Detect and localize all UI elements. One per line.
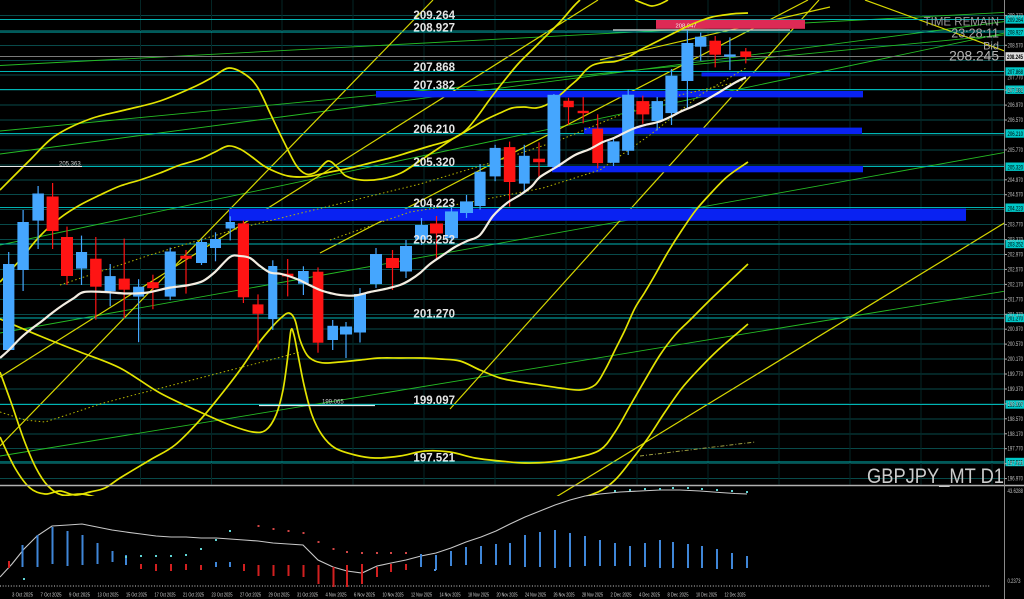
svg-text:208.927: 208.927 <box>413 23 455 35</box>
svg-text:15 Oct 2025: 15 Oct 2025 <box>126 593 147 599</box>
svg-text:206.210: 206.210 <box>413 124 455 136</box>
svg-text:10 Dec 2025: 10 Dec 2025 <box>696 593 717 599</box>
svg-text:Bid: Bid <box>983 41 999 53</box>
svg-text:12 Dec 2025: 12 Dec 2025 <box>725 593 746 599</box>
svg-text:197.370: 197.370 <box>1008 461 1024 468</box>
svg-text:209.264: 209.264 <box>1008 17 1024 24</box>
svg-text:204.223: 204.223 <box>1008 205 1024 212</box>
svg-text:207.382: 207.382 <box>1008 87 1024 94</box>
svg-text:2 Dec 2025: 2 Dec 2025 <box>611 593 632 599</box>
svg-text:12 Nov 2025: 12 Nov 2025 <box>411 593 432 599</box>
svg-text:198.570: 198.570 <box>1008 416 1024 423</box>
svg-text:31 Oct 2025: 31 Oct 2025 <box>297 593 318 599</box>
svg-text:200.570: 200.570 <box>1008 341 1024 348</box>
svg-text:4 Nov 2025: 4 Nov 2025 <box>326 593 347 599</box>
svg-text:207.868: 207.868 <box>1008 69 1024 76</box>
svg-text:9 Oct 2025: 9 Oct 2025 <box>69 593 90 599</box>
svg-text:201.270: 201.270 <box>1008 316 1024 323</box>
svg-text:207.370: 207.370 <box>1008 87 1024 94</box>
svg-text:205.320: 205.320 <box>1008 164 1024 171</box>
svg-text:208.245: 208.245 <box>1007 54 1023 61</box>
svg-text:8 Dec 2025: 8 Dec 2025 <box>668 593 689 599</box>
svg-text:199.370: 199.370 <box>1008 386 1024 393</box>
svg-text:202.170: 202.170 <box>1008 281 1024 288</box>
svg-text:7 Oct 2025: 7 Oct 2025 <box>41 593 62 599</box>
svg-text:205.320: 205.320 <box>413 157 455 169</box>
svg-text:206.970: 206.970 <box>1008 102 1024 109</box>
svg-text:202.970: 202.970 <box>1008 252 1024 259</box>
svg-text:24 Nov 2025: 24 Nov 2025 <box>525 593 546 599</box>
svg-text:203.252: 203.252 <box>1008 242 1024 249</box>
svg-text:209.370: 209.370 <box>1008 12 1024 19</box>
svg-text:204.570: 204.570 <box>1008 192 1024 199</box>
svg-text:23 Oct 2025: 23 Oct 2025 <box>212 593 233 599</box>
svg-text:196.970: 196.970 <box>1008 476 1024 483</box>
svg-text:TIME REMAIN: TIME REMAIN <box>924 17 999 29</box>
svg-text:200.970: 200.970 <box>1008 326 1024 333</box>
svg-text:10 Nov 2025: 10 Nov 2025 <box>383 593 404 599</box>
svg-text:26 Nov 2025: 26 Nov 2025 <box>554 593 575 599</box>
svg-text:27 Oct 2025: 27 Oct 2025 <box>240 593 261 599</box>
svg-text:197.521: 197.521 <box>1008 460 1024 467</box>
svg-text:13 Oct 2025: 13 Oct 2025 <box>98 593 119 599</box>
svg-text:204.970: 204.970 <box>1008 177 1024 184</box>
svg-text:205.770: 205.770 <box>1008 147 1024 154</box>
svg-text:207.770: 207.770 <box>1008 75 1024 82</box>
svg-text:207.868: 207.868 <box>413 62 455 74</box>
svg-text:0.2373: 0.2373 <box>1008 578 1021 585</box>
svg-text:199.097: 199.097 <box>413 395 455 407</box>
svg-text:17 Oct 2025: 17 Oct 2025 <box>155 593 176 599</box>
svg-text:209.264: 209.264 <box>413 10 455 22</box>
svg-text:208.245: 208.245 <box>949 49 999 64</box>
svg-text:197.770: 197.770 <box>1008 446 1024 453</box>
svg-text:198.970: 198.970 <box>1008 401 1024 408</box>
svg-text:23:28:11: 23:28:11 <box>951 27 999 41</box>
svg-text:3 Oct 2025: 3 Oct 2025 <box>12 593 33 599</box>
svg-text:207.382: 207.382 <box>413 80 455 92</box>
svg-text:208.927: 208.927 <box>1008 30 1024 37</box>
svg-text:203.770: 203.770 <box>1008 222 1024 229</box>
svg-text:197.521: 197.521 <box>413 453 455 465</box>
svg-text:4 Dec 2025: 4 Dec 2025 <box>639 593 660 599</box>
svg-text:29 Oct 2025: 29 Oct 2025 <box>269 593 290 599</box>
svg-text:198.170: 198.170 <box>1008 431 1024 438</box>
svg-text:203.370: 203.370 <box>1008 237 1024 244</box>
svg-text:199.065: 199.065 <box>322 400 344 406</box>
svg-text:208.570: 208.570 <box>1008 42 1024 49</box>
svg-text:204.223: 204.223 <box>413 198 455 210</box>
svg-text:199.770: 199.770 <box>1008 371 1024 378</box>
svg-text:203.252: 203.252 <box>413 235 455 247</box>
svg-text:6 Nov 2025: 6 Nov 2025 <box>354 593 375 599</box>
svg-text:205.363: 205.363 <box>59 162 81 168</box>
svg-text:GBPJPY_MT D1: GBPJPY_MT D1 <box>867 465 1004 488</box>
svg-text:21 Oct 2025: 21 Oct 2025 <box>183 593 204 599</box>
svg-text:28 Nov 2025: 28 Nov 2025 <box>582 593 603 599</box>
svg-text:202.570: 202.570 <box>1008 266 1024 273</box>
svg-text:14 Nov 2025: 14 Nov 2025 <box>440 593 461 599</box>
svg-text:201.770: 201.770 <box>1008 296 1024 303</box>
svg-text:206.210: 206.210 <box>1008 131 1024 138</box>
svg-text:20 Nov 2025: 20 Nov 2025 <box>497 593 518 599</box>
svg-text:201.270: 201.270 <box>413 309 455 321</box>
svg-text:200.170: 200.170 <box>1008 356 1024 363</box>
svg-text:201.370: 201.370 <box>1008 311 1024 318</box>
svg-text:199.097: 199.097 <box>1008 402 1024 409</box>
svg-text:206.570: 206.570 <box>1008 117 1024 124</box>
svg-text:18 Nov 2025: 18 Nov 2025 <box>468 593 489 599</box>
svg-text:43.6288: 43.6288 <box>1008 488 1024 495</box>
